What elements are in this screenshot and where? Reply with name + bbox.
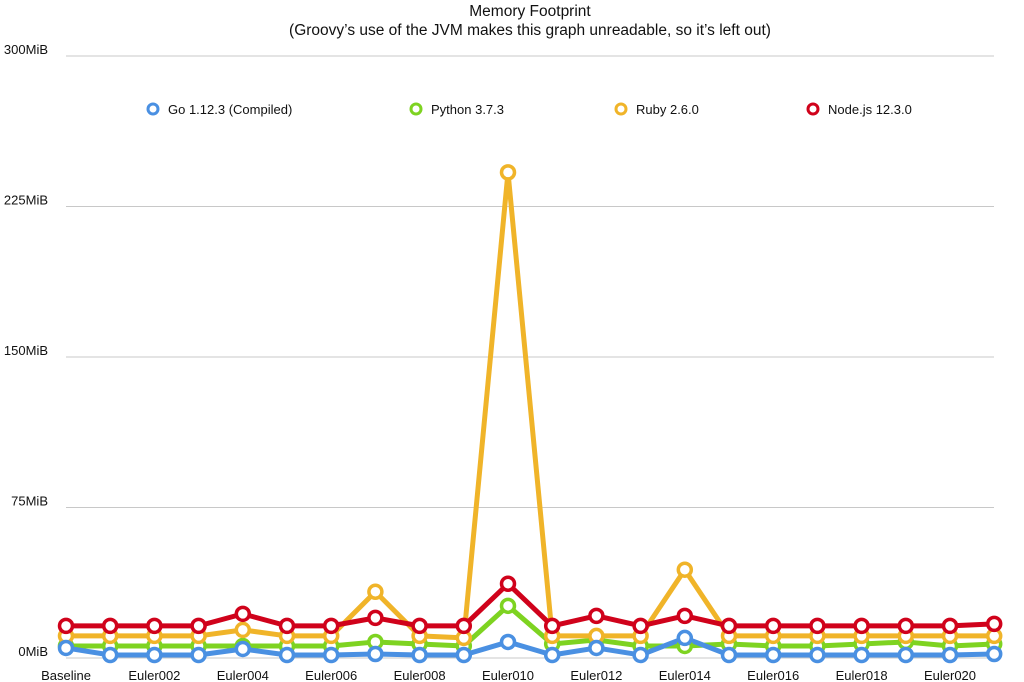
data-point [499, 164, 517, 181]
data-point [985, 645, 1003, 663]
x-tick-label: Euler016 [747, 668, 799, 682]
y-tick-label: 75MiB [11, 494, 48, 509]
data-point [985, 615, 1003, 633]
data-point [278, 617, 296, 635]
data-point [322, 646, 340, 664]
data-point [853, 617, 870, 635]
data-point [190, 646, 207, 664]
data-point [367, 583, 384, 601]
data-point [57, 617, 75, 635]
data-point [897, 646, 915, 664]
data-point [499, 633, 517, 651]
x-tick-label: Euler002 [128, 668, 180, 682]
data-point [588, 639, 605, 657]
data-point [676, 561, 694, 578]
data-point [720, 646, 738, 664]
data-point [499, 575, 517, 593]
x-tick-label: Euler008 [394, 668, 446, 682]
data-point [632, 646, 649, 664]
series-line [63, 603, 997, 649]
data-point [853, 646, 870, 664]
series-line [63, 635, 997, 658]
legend-label: Python 3.7.3 [431, 102, 504, 117]
legend-marker [409, 102, 423, 116]
chart-title: Memory Footprint [469, 3, 591, 20]
legend-marker [146, 102, 160, 116]
data-point [367, 645, 384, 663]
data-point [101, 617, 119, 635]
x-tick-label: Euler020 [924, 668, 976, 682]
legend-label: Go 1.12.3 (Compiled) [168, 102, 292, 117]
legend: Go 1.12.3 (Compiled) Python 3.7.3 Ruby 2.6… [146, 102, 912, 117]
y-tick-label: 225MiB [4, 193, 48, 208]
data-point [543, 646, 561, 664]
data-point [676, 607, 694, 625]
data-point [720, 617, 738, 635]
gridlines [66, 55, 994, 659]
data-point [897, 617, 915, 635]
data-point [764, 617, 782, 635]
x-tick-label: Euler006 [305, 668, 357, 682]
x-tick-label: Euler012 [570, 668, 622, 682]
data-point [322, 617, 340, 635]
data-point [278, 646, 296, 664]
series-points [57, 164, 1003, 664]
chart-subtitle: (Groovy’s use of the JVM makes this grap… [289, 22, 771, 39]
legend-marker [614, 102, 628, 116]
data-point [455, 646, 473, 664]
legend-label: Node.js 12.3.0 [828, 102, 912, 117]
x-tick-label: Baseline [41, 668, 91, 682]
data-point [941, 617, 959, 635]
data-point [234, 605, 252, 623]
legend-marker [806, 102, 820, 116]
data-point [676, 629, 694, 647]
data-point [809, 617, 826, 635]
data-point [543, 617, 561, 635]
y-tick-label: 150MiB [4, 343, 48, 358]
series-lines [63, 169, 997, 658]
data-point [941, 646, 959, 664]
data-point [632, 617, 649, 635]
data-point [146, 646, 163, 664]
legend-label: Ruby 2.6.0 [636, 102, 699, 117]
y-tick-label: 300MiB [4, 42, 48, 57]
data-point [411, 646, 428, 664]
data-point [455, 617, 473, 635]
y-axis-labels: 0MiB 75MiB 150MiB 225MiB 300MiB [4, 42, 48, 659]
x-tick-label: Euler010 [482, 668, 534, 682]
data-point [411, 617, 428, 635]
data-point [234, 621, 252, 639]
data-point [190, 617, 207, 635]
data-point [57, 639, 75, 657]
data-point [764, 646, 782, 664]
data-point [101, 646, 119, 664]
x-axis-labels: Baseline Euler002 Euler004 Euler006 Euler008… [41, 668, 976, 682]
x-tick-label: Euler018 [836, 668, 888, 682]
data-point [809, 646, 826, 664]
data-point [234, 640, 252, 658]
data-point [588, 607, 605, 625]
data-point [499, 597, 517, 615]
data-point [367, 609, 384, 627]
x-tick-label: Euler014 [659, 668, 711, 682]
y-tick-label: 0MiB [18, 644, 48, 659]
x-tick-label: Euler004 [217, 668, 269, 682]
series-line [63, 581, 997, 629]
series-line [63, 169, 997, 641]
data-point [146, 617, 163, 635]
